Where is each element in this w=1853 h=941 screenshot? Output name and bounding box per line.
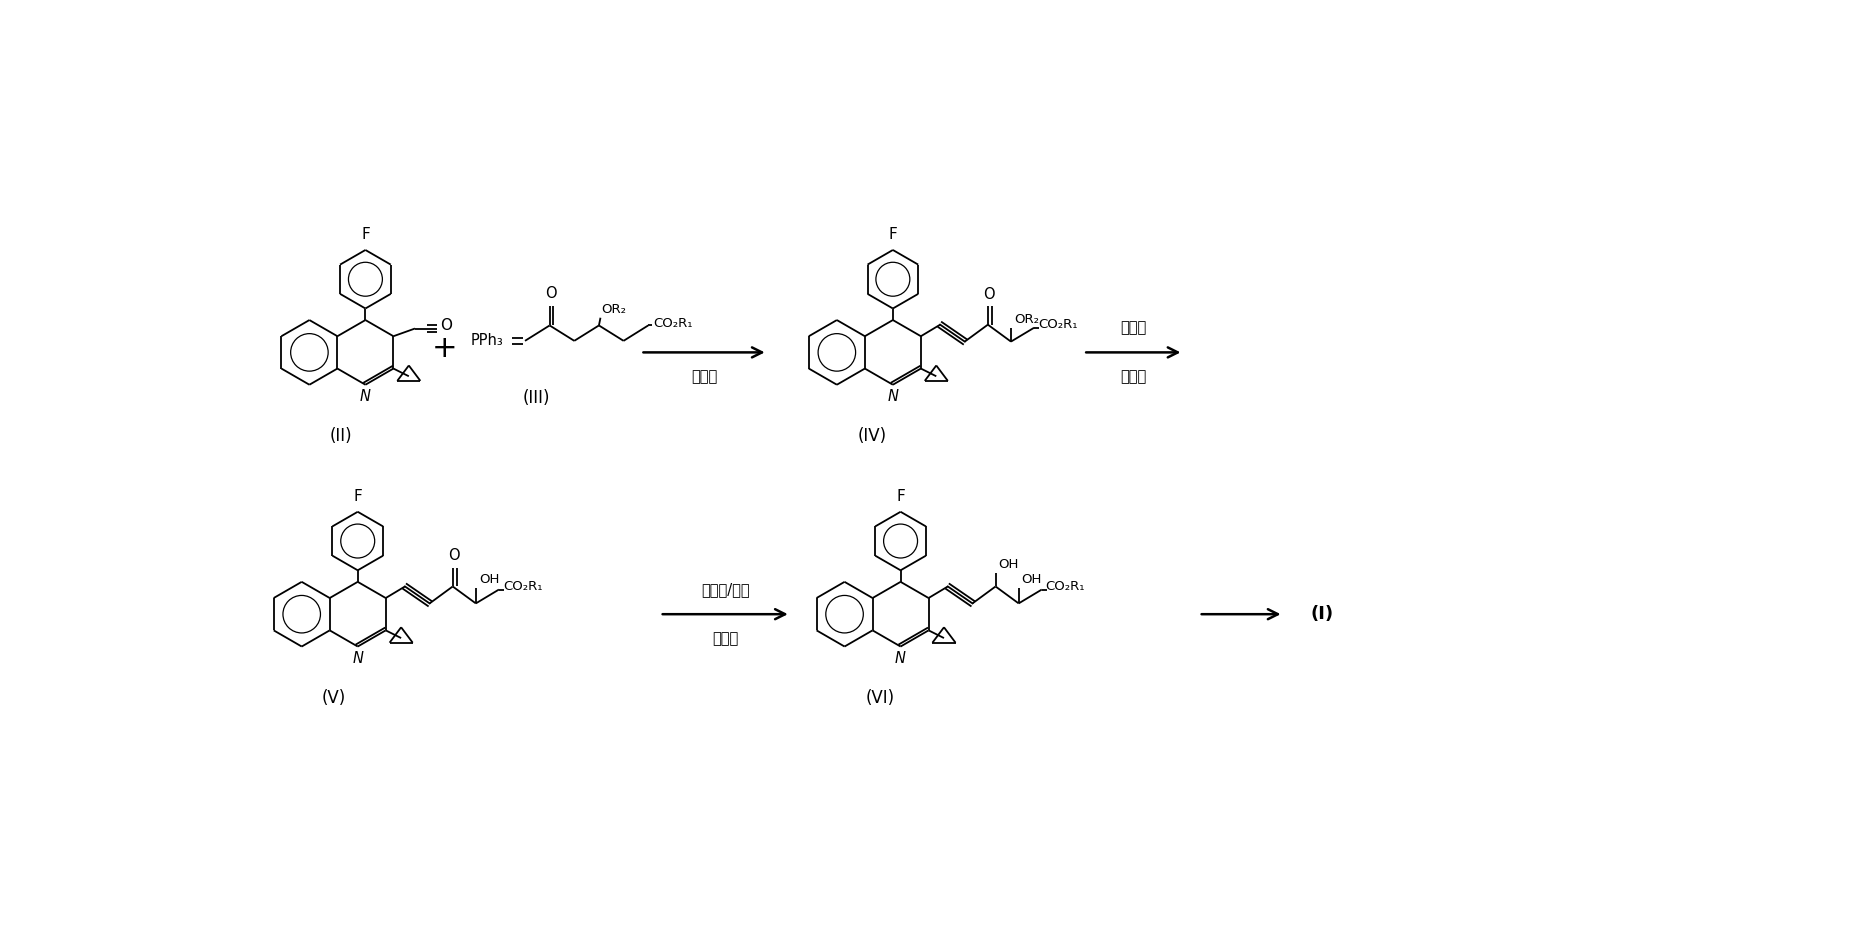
Text: OR₂: OR₂ bbox=[600, 303, 626, 316]
Text: OH: OH bbox=[478, 573, 498, 586]
Text: (I): (I) bbox=[1310, 605, 1334, 623]
Text: OH: OH bbox=[1021, 573, 1041, 586]
Text: 脱保护: 脱保护 bbox=[1121, 321, 1147, 335]
Text: CO₂R₁: CO₂R₁ bbox=[1045, 580, 1086, 593]
Text: O: O bbox=[448, 549, 460, 564]
Text: N: N bbox=[888, 390, 899, 405]
Text: O: O bbox=[984, 287, 995, 301]
Text: N: N bbox=[895, 651, 906, 666]
Text: CO₂R₁: CO₂R₁ bbox=[1038, 318, 1077, 331]
Text: F: F bbox=[354, 489, 361, 504]
Text: F: F bbox=[361, 228, 371, 242]
Text: O: O bbox=[439, 318, 452, 333]
Text: 第三步: 第三步 bbox=[712, 631, 737, 646]
Text: OH: OH bbox=[999, 558, 1019, 571]
Text: +: + bbox=[432, 334, 458, 363]
Text: PPh₃: PPh₃ bbox=[471, 333, 504, 348]
Text: N: N bbox=[352, 651, 363, 666]
Text: CO₂R₁: CO₂R₁ bbox=[502, 580, 543, 593]
Text: 还原剂/配体: 还原剂/配体 bbox=[700, 582, 749, 598]
Text: (V): (V) bbox=[321, 689, 347, 707]
Text: F: F bbox=[897, 489, 904, 504]
Text: (III): (III) bbox=[523, 389, 550, 407]
Text: OR₂: OR₂ bbox=[1014, 313, 1040, 327]
Text: (IV): (IV) bbox=[858, 427, 888, 445]
Text: (VI): (VI) bbox=[865, 689, 895, 707]
Text: F: F bbox=[888, 228, 897, 242]
Text: CO₂R₁: CO₂R₁ bbox=[652, 317, 693, 330]
Text: O: O bbox=[545, 286, 558, 301]
Text: 第一步: 第一步 bbox=[691, 369, 717, 384]
Text: N: N bbox=[359, 390, 371, 405]
Text: (II): (II) bbox=[330, 427, 352, 445]
Text: 第二步: 第二步 bbox=[1121, 369, 1147, 384]
